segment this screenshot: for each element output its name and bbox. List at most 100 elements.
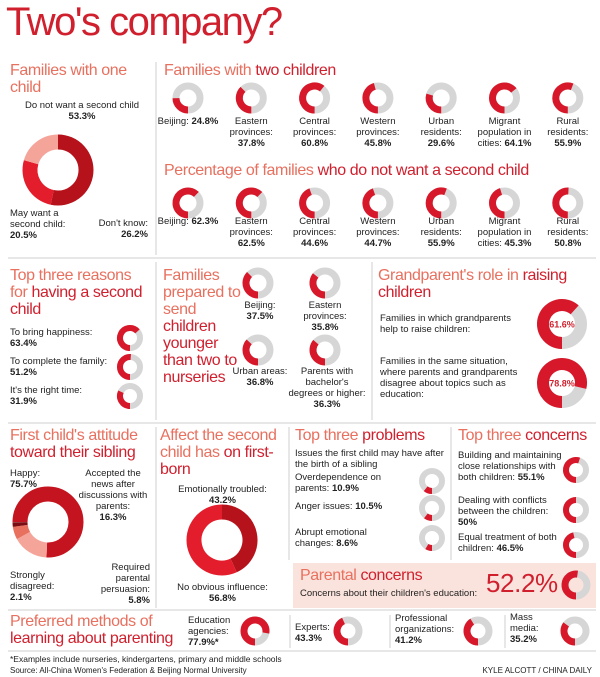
donut-segment xyxy=(552,82,574,114)
section-heading: Top three problems xyxy=(295,427,445,444)
item-label: Urban residents: xyxy=(420,116,462,138)
item: Experts: 43.3% xyxy=(295,622,340,644)
credit-text: KYLE ALCOTT / CHINA DAILY xyxy=(482,666,592,675)
segment-value: 56.8% xyxy=(209,593,236,604)
item-label: Central provinces: xyxy=(292,216,337,238)
section-heading: Preferred methods of learning about pare… xyxy=(10,613,190,647)
heading-part: problems xyxy=(362,427,425,444)
section-heading: Parental concerns xyxy=(300,567,480,584)
item-label: Families in the same situation, where pa… xyxy=(380,356,518,400)
heading-part: Families prepared to send xyxy=(163,267,241,318)
segment-label: Emotionally troubled: xyxy=(178,484,267,495)
donut-segment xyxy=(563,457,581,483)
item-label: Professional organizations: xyxy=(395,613,455,635)
item: Western provinces: 45.8% xyxy=(346,116,410,149)
donut-segment xyxy=(552,187,569,219)
heading-part: Preferred methods of xyxy=(10,613,153,630)
donut-segment xyxy=(235,187,263,219)
source: Source: All-China Women's Federation & B… xyxy=(10,665,410,676)
item-label: Families in which grandparents help to r… xyxy=(380,313,511,335)
segment-value: 43.2% xyxy=(209,495,236,506)
item: Eastern provinces: 35.8% xyxy=(292,300,358,333)
item-value: 61.6% xyxy=(549,320,575,330)
item-label: Migrant population in cities: xyxy=(477,216,532,249)
segment-annotation: Don't know: 26.2% xyxy=(88,218,148,240)
item-label: Beijing: xyxy=(157,116,189,127)
donut-segment xyxy=(12,524,31,540)
item-label: Rural residents: xyxy=(547,216,589,238)
item: Rural residents: 55.9% xyxy=(536,116,600,149)
item-label: Western provinces: xyxy=(356,116,400,138)
item-value: 62.3% xyxy=(191,216,219,227)
item: Eastern provinces: 37.8% xyxy=(219,116,283,149)
heading-part: having a second child xyxy=(10,284,143,318)
segment-value: 16.3% xyxy=(99,512,127,523)
item-label: Anger issues: xyxy=(295,501,353,512)
segment-value: 2.1% xyxy=(10,592,32,603)
highlight-box xyxy=(293,563,596,608)
segment-value: 20.5% xyxy=(10,230,37,241)
item: Dealing with conflicts between the child… xyxy=(458,495,563,528)
heading-part: Grandparent's role in xyxy=(378,267,519,284)
donut-segment xyxy=(12,486,84,558)
footnote-text: *Examples include nurseries, kindergarte… xyxy=(10,654,282,664)
item-value: 50% xyxy=(458,517,478,528)
item: Central provinces: 60.8% xyxy=(283,116,347,149)
item-value: 78.8% xyxy=(549,379,575,389)
donut-segment xyxy=(537,299,579,349)
item-value: 43.3% xyxy=(295,633,322,644)
segment-value: 26.2% xyxy=(121,229,148,240)
heading-part: on first-born xyxy=(160,444,274,478)
section-heading: Percentage of families who do not want a… xyxy=(164,162,594,179)
item: Building and maintaining close relations… xyxy=(458,450,563,483)
item-label: Overdependence on parents: xyxy=(295,472,382,494)
item: Families in the same situation, where pa… xyxy=(380,356,530,400)
item-value: 46.5% xyxy=(496,543,524,554)
item: Equal treatment of both children: 46.5% xyxy=(458,532,563,554)
item-value: 35.2% xyxy=(510,634,537,645)
item-value: 63.4% xyxy=(10,338,37,349)
segment-annotation: Accepted the news after discussions with… xyxy=(76,468,150,523)
heading-part: Families with xyxy=(164,62,252,79)
heading-part: Percentage of families xyxy=(164,162,314,179)
item-value: 10.5% xyxy=(355,501,383,512)
credit: KYLE ALCOTT / CHINA DAILY xyxy=(430,665,592,676)
donut-segment xyxy=(561,570,578,600)
item: Concerns about their children's educatio… xyxy=(300,588,490,599)
heading-part: raising children xyxy=(378,267,567,301)
donut-segment xyxy=(425,187,447,219)
item-value: 55.9% xyxy=(427,238,455,249)
item-value: 64.1% xyxy=(504,138,532,149)
heading-part: children younger than two to nurseries xyxy=(163,318,237,386)
item-label: Abrupt emotional changes: xyxy=(295,527,367,549)
item-value: 62.5% xyxy=(237,238,265,249)
item: Overdependence on parents: 10.9% xyxy=(295,472,405,494)
segment-annotation: Strongly disagreed: 2.1% xyxy=(10,570,74,603)
item-label: Western provinces: xyxy=(356,216,400,238)
section-heading: Families with two children xyxy=(164,62,594,79)
donut-segment xyxy=(117,325,140,351)
big-value: 52.2% xyxy=(486,568,566,598)
item-label: Parents with bachelor's degrees or highe… xyxy=(288,366,366,399)
heading-part: concerns xyxy=(360,567,423,584)
donut-segment xyxy=(537,358,587,408)
donut-segment xyxy=(50,134,94,206)
item-value: 55.1% xyxy=(517,472,545,483)
section-heading: Families with one child xyxy=(10,62,140,96)
section-heading: Affect the second child has on first-bor… xyxy=(160,427,285,478)
item-label: Mass media: xyxy=(510,612,539,634)
donut-segment xyxy=(242,339,259,366)
donut-segment xyxy=(333,617,349,646)
donut-segment xyxy=(117,390,131,409)
segment-label: Don't know: xyxy=(98,218,148,229)
donut-segment xyxy=(299,82,325,114)
segment-label: Do not want a second child xyxy=(24,100,140,111)
item: Central provinces: 44.6% xyxy=(283,216,347,249)
item-label: Equal treatment of both children: xyxy=(458,532,557,554)
heading-part: Top three xyxy=(458,427,522,444)
segment-annotation: No obvious influence: 56.8% xyxy=(160,582,285,604)
donut-segment xyxy=(309,273,326,299)
donut-segment xyxy=(423,486,433,494)
